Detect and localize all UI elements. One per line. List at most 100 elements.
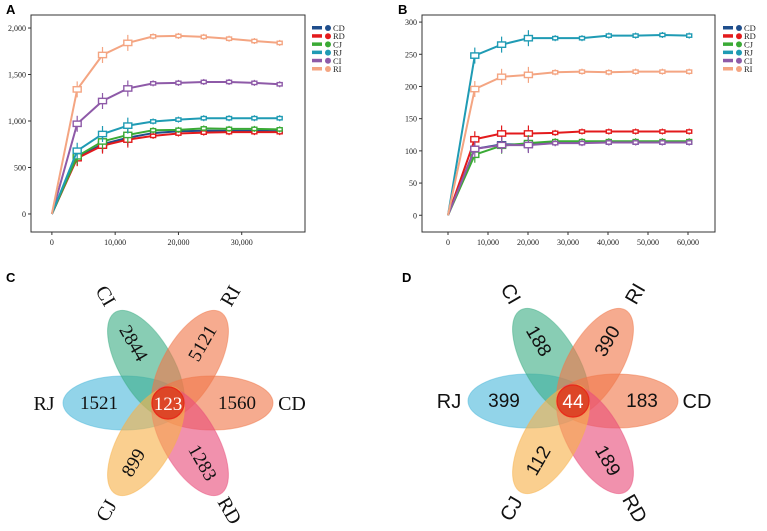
data-point-rd — [686, 129, 693, 134]
data-point-ri — [149, 34, 157, 39]
series-line-ri — [447, 70, 690, 216]
legend-label-rd: RD — [744, 31, 756, 41]
y-tick-label: 300 — [405, 18, 417, 27]
data-point-cj — [149, 127, 157, 133]
data-point-ci — [175, 80, 182, 86]
y-tick-label: 50 — [409, 179, 417, 188]
data-point-ci — [686, 140, 693, 145]
data-point-ri — [523, 71, 534, 79]
legend-swatch-ri — [723, 67, 733, 71]
rarefaction-chart-a: 0 500 1,000 1,500 2,000 0 10,000 20,000 30,000 CD… — [8, 14, 345, 247]
legend-label-cd: CD — [333, 23, 345, 33]
plot-frame — [421, 14, 716, 233]
venn-unique-count-rj: 399 — [488, 391, 520, 412]
data-point-rj — [225, 115, 233, 121]
legend-label-cj: CJ — [333, 39, 343, 49]
data-point-ri — [72, 86, 82, 93]
venn-set-label-ri: RI — [216, 282, 245, 310]
data-point-rj — [686, 33, 693, 38]
data-point-rd — [605, 129, 612, 134]
data-point-rd — [200, 130, 207, 135]
legend-marker-cd — [325, 25, 331, 31]
x-tick-label: 0 — [446, 238, 450, 247]
data-point-ri — [552, 69, 559, 75]
plot-frame — [30, 14, 306, 233]
data-point-rj — [632, 33, 639, 38]
x-tick-label: 0 — [50, 238, 54, 247]
y-tick-label: 100 — [405, 147, 417, 156]
venn-set-label-ci: CI — [91, 282, 120, 310]
data-point-rj — [578, 35, 586, 41]
panel-label-c: C — [6, 270, 16, 285]
venn-set-label-rj: RJ — [33, 393, 54, 415]
data-point-ci — [659, 140, 666, 145]
venn-set-label-ci: CI — [496, 280, 525, 308]
legend-swatch-rj — [723, 50, 733, 55]
venn-core — [556, 384, 590, 418]
y-tick-label: 1,500 — [8, 71, 26, 80]
data-point-ri — [97, 51, 108, 59]
series-line-rd — [447, 130, 690, 216]
data-point-ci — [552, 140, 559, 146]
venn-unique-count-rj: 1521 — [80, 393, 118, 414]
data-point-ri — [578, 69, 586, 75]
series-line-ci — [447, 141, 690, 216]
data-point-cj — [200, 126, 207, 131]
data-point-rj — [149, 119, 157, 124]
legend-swatch-ci — [723, 58, 733, 63]
data-point-ci — [149, 80, 157, 86]
data-point-rj — [470, 52, 480, 59]
data-point-ri — [225, 36, 233, 42]
venn-set-label-rd: RD — [213, 493, 246, 528]
x-tick-label: 20,000 — [167, 238, 189, 247]
legend-label-ci: CI — [744, 56, 753, 66]
data-point-rd — [659, 129, 666, 134]
legend-marker-rj — [736, 49, 742, 56]
data-point-cj — [251, 126, 258, 132]
legend-swatch-rd — [312, 34, 322, 38]
x-tick-label: 20,000 — [517, 238, 539, 247]
data-point-rj — [496, 41, 507, 48]
x-tick-label: 40,000 — [597, 238, 619, 247]
data-point-ci — [605, 140, 612, 145]
legend-swatch-rj — [312, 50, 322, 55]
data-point-ri — [200, 34, 207, 40]
legend-swatch-cd — [723, 26, 733, 30]
series-line-rd — [50, 131, 280, 215]
legend-swatch-rd — [723, 34, 733, 38]
legend-swatch-ci — [312, 58, 322, 63]
legend-swatch-cj — [312, 42, 322, 46]
x-tick-label: 50,000 — [637, 238, 659, 247]
data-point-ri — [276, 40, 283, 46]
venn-set-label-cd: CD — [278, 393, 306, 415]
venn-set-label-ri: RI — [621, 280, 650, 308]
data-point-rj — [97, 130, 108, 138]
x-tick-label: 30,000 — [231, 238, 253, 247]
data-point-rd — [149, 133, 157, 139]
legend-label-ri: RI — [333, 64, 342, 74]
legend-marker-ci — [325, 57, 331, 64]
y-tick-label: 250 — [405, 50, 417, 59]
legend-label-rd: RD — [333, 31, 345, 41]
venn-unique-count-cd: 183 — [626, 391, 658, 412]
data-point-rd — [632, 129, 639, 134]
data-point-ci — [123, 85, 133, 92]
x-tick-label: 10,000 — [104, 238, 126, 247]
y-tick-label: 200 — [405, 82, 417, 91]
legend-marker-ri — [736, 66, 742, 72]
data-point-cj — [225, 126, 233, 132]
data-point-ci — [225, 79, 233, 85]
legend-label-cd: CD — [744, 23, 756, 33]
x-tick-label: 10,000 — [477, 238, 499, 247]
venn-shared-count: 123 — [154, 394, 183, 415]
data-point-rj — [523, 34, 534, 42]
panel-label-a: A — [6, 2, 16, 17]
data-point-ci — [200, 79, 207, 85]
data-point-rd — [552, 130, 559, 136]
legend-marker-cj — [325, 41, 331, 48]
data-point-rd — [496, 130, 507, 137]
data-point-cj — [276, 126, 283, 132]
